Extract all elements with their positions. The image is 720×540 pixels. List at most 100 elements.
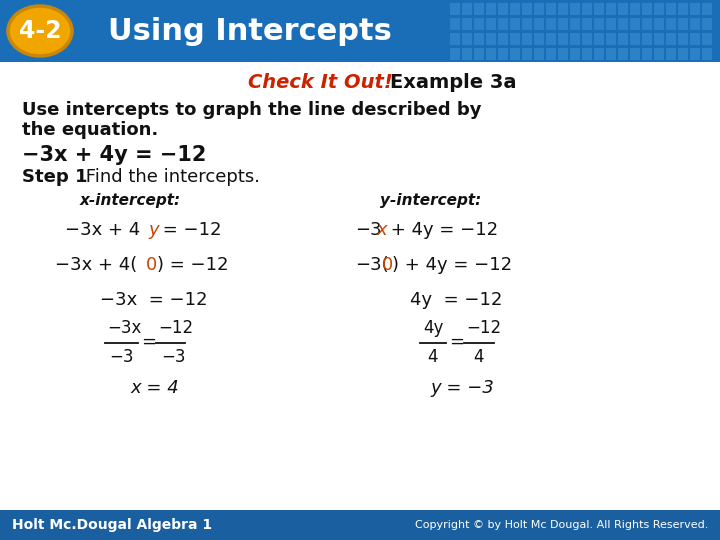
Text: −3: −3 [109, 348, 133, 366]
Bar [0, 0, 720, 62]
Text: ) = −12: ) = −12 [157, 256, 228, 274]
Text: 4y: 4y [423, 319, 444, 337]
Bar [654, 48, 664, 60]
Text: =: = [449, 333, 464, 351]
Bar [606, 33, 616, 45]
Bar [498, 33, 508, 45]
Bar [462, 33, 472, 45]
Bar [486, 33, 496, 45]
Bar [462, 18, 472, 30]
Bar [450, 3, 460, 15]
Text: = −12: = −12 [157, 221, 222, 239]
Bar [642, 18, 652, 30]
Bar [546, 18, 556, 30]
Text: Copyright © by Holt Mc Dougal. All Rights Reserved.: Copyright © by Holt Mc Dougal. All Right… [415, 520, 708, 530]
Text: 0: 0 [146, 256, 157, 274]
Text: −12: −12 [466, 319, 501, 337]
Bar [582, 18, 592, 30]
Bar [642, 33, 652, 45]
Bar [570, 48, 580, 60]
Bar [534, 3, 544, 15]
Bar [558, 48, 568, 60]
Text: Find the intercepts.: Find the intercepts. [80, 168, 260, 186]
Bar [486, 48, 496, 60]
Bar [642, 3, 652, 15]
Text: x: x [376, 221, 387, 239]
Bar [630, 3, 640, 15]
Bar [546, 33, 556, 45]
Bar [534, 48, 544, 60]
Bar [450, 48, 460, 60]
Bar [522, 18, 532, 30]
Text: ) + 4y = −12: ) + 4y = −12 [392, 256, 512, 274]
Bar [474, 48, 484, 60]
Bar [522, 33, 532, 45]
Text: −12: −12 [158, 319, 193, 337]
Bar [510, 3, 520, 15]
Bar [510, 33, 520, 45]
Bar [702, 3, 712, 15]
Text: + 4y = −12: + 4y = −12 [385, 221, 498, 239]
Bar [654, 18, 664, 30]
Bar [498, 48, 508, 60]
Text: Example 3a: Example 3a [390, 72, 516, 91]
Bar [606, 18, 616, 30]
Text: 4y  = −12: 4y = −12 [410, 291, 503, 309]
Bar [618, 33, 628, 45]
Text: −3x + 4(: −3x + 4( [55, 256, 138, 274]
Bar [450, 18, 460, 30]
Bar [486, 18, 496, 30]
Text: −3: −3 [161, 348, 186, 366]
Bar [546, 3, 556, 15]
Text: −3​x + 4​y = −12: −3​x + 4​y = −12 [22, 145, 207, 165]
Text: 4: 4 [473, 348, 484, 366]
Bar [474, 3, 484, 15]
Bar [582, 33, 592, 45]
Ellipse shape [8, 6, 72, 56]
Text: −3x: −3x [107, 319, 141, 337]
Text: =: = [141, 333, 156, 351]
Text: −3x  = −12: −3x = −12 [100, 291, 207, 309]
Bar [654, 3, 664, 15]
Bar [522, 48, 532, 60]
Bar [594, 48, 604, 60]
Bar [594, 33, 604, 45]
Bar [678, 33, 688, 45]
Bar [474, 33, 484, 45]
Bar [510, 48, 520, 60]
Text: y‑intercept:: y‑intercept: [380, 192, 481, 207]
Bar [570, 18, 580, 30]
Bar [582, 48, 592, 60]
Text: the equation.: the equation. [22, 121, 158, 139]
Bar [666, 33, 676, 45]
Bar [678, 3, 688, 15]
Bar [690, 33, 700, 45]
Bar [702, 18, 712, 30]
Bar [570, 33, 580, 45]
Bar [606, 48, 616, 60]
Bar [630, 48, 640, 60]
Bar [702, 48, 712, 60]
Text: Holt Mc.Dougal Algebra 1: Holt Mc.Dougal Algebra 1 [12, 518, 212, 532]
Bar [630, 18, 640, 30]
Text: y: y [148, 221, 158, 239]
Bar [498, 18, 508, 30]
Bar [582, 3, 592, 15]
Bar [558, 18, 568, 30]
Bar [654, 33, 664, 45]
Bar [666, 48, 676, 60]
Text: −3: −3 [355, 221, 382, 239]
Text: Use intercepts to graph the line described by: Use intercepts to graph the line describ… [22, 101, 482, 119]
Bar [534, 33, 544, 45]
Bar [546, 48, 556, 60]
Bar [702, 33, 712, 45]
Bar [0, 510, 720, 540]
Bar [498, 3, 508, 15]
Bar [666, 18, 676, 30]
Text: 4: 4 [427, 348, 438, 366]
Text: 4-2: 4-2 [19, 19, 61, 43]
Bar [630, 33, 640, 45]
Text: x = 4: x = 4 [130, 379, 179, 397]
Bar [510, 18, 520, 30]
Text: −3x + 4: −3x + 4 [65, 221, 140, 239]
